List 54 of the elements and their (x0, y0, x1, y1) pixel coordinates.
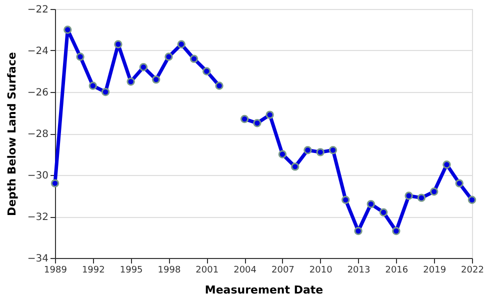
point (430, 188, 438, 196)
x-tick-label: 2007 (272, 266, 294, 276)
x-tick-label: 2016 (385, 266, 408, 276)
x-tick-label: 2004 (234, 266, 257, 276)
point (278, 150, 287, 158)
x-tick-label: 2019 (423, 266, 446, 276)
x-tick-label: 1989 (44, 266, 68, 276)
point (354, 226, 362, 236)
point (240, 114, 249, 124)
point (468, 196, 476, 204)
x-tick-label: 1995 (120, 266, 143, 276)
x-tick-label: 1992 (82, 266, 105, 276)
point (88, 82, 98, 90)
point (152, 75, 160, 84)
point (76, 52, 84, 61)
x-tick-label: 2013 (347, 266, 370, 276)
point (404, 192, 413, 200)
point (417, 194, 426, 202)
y-tick-label: −24 (27, 46, 48, 57)
point (328, 146, 338, 154)
point (139, 63, 148, 72)
point (64, 26, 72, 34)
y-tick-label: −34 (27, 254, 48, 264)
point (215, 82, 224, 90)
point (290, 162, 300, 171)
point (202, 67, 211, 76)
point (304, 146, 312, 154)
y-axis-title: Depth Below Land Surface (5, 52, 18, 216)
x-tick-label: 1998 (158, 266, 181, 276)
point (101, 88, 110, 96)
y-tick-label: −30 (27, 170, 48, 182)
y-tick-label: −26 (27, 88, 48, 98)
point (177, 40, 186, 48)
point (442, 160, 451, 169)
y-tick-label: −22 (27, 4, 48, 16)
x-axis-title: Measurement Date (204, 284, 324, 296)
point (126, 78, 135, 86)
y-tick-label: −28 (27, 129, 48, 140)
point (50, 179, 60, 188)
point (392, 226, 400, 236)
y-tick-label: −32 (27, 212, 48, 223)
point (316, 148, 324, 156)
point (366, 200, 376, 208)
point (455, 179, 464, 188)
point (114, 40, 122, 48)
point (342, 196, 350, 204)
x-tick-label: 2022 (461, 266, 484, 276)
point (379, 208, 388, 216)
point (266, 110, 274, 119)
x-tick-label: 2010 (309, 266, 333, 276)
point (164, 52, 173, 61)
x-tick-label: 2001 (196, 266, 219, 276)
point (253, 119, 262, 128)
point (190, 54, 198, 63)
